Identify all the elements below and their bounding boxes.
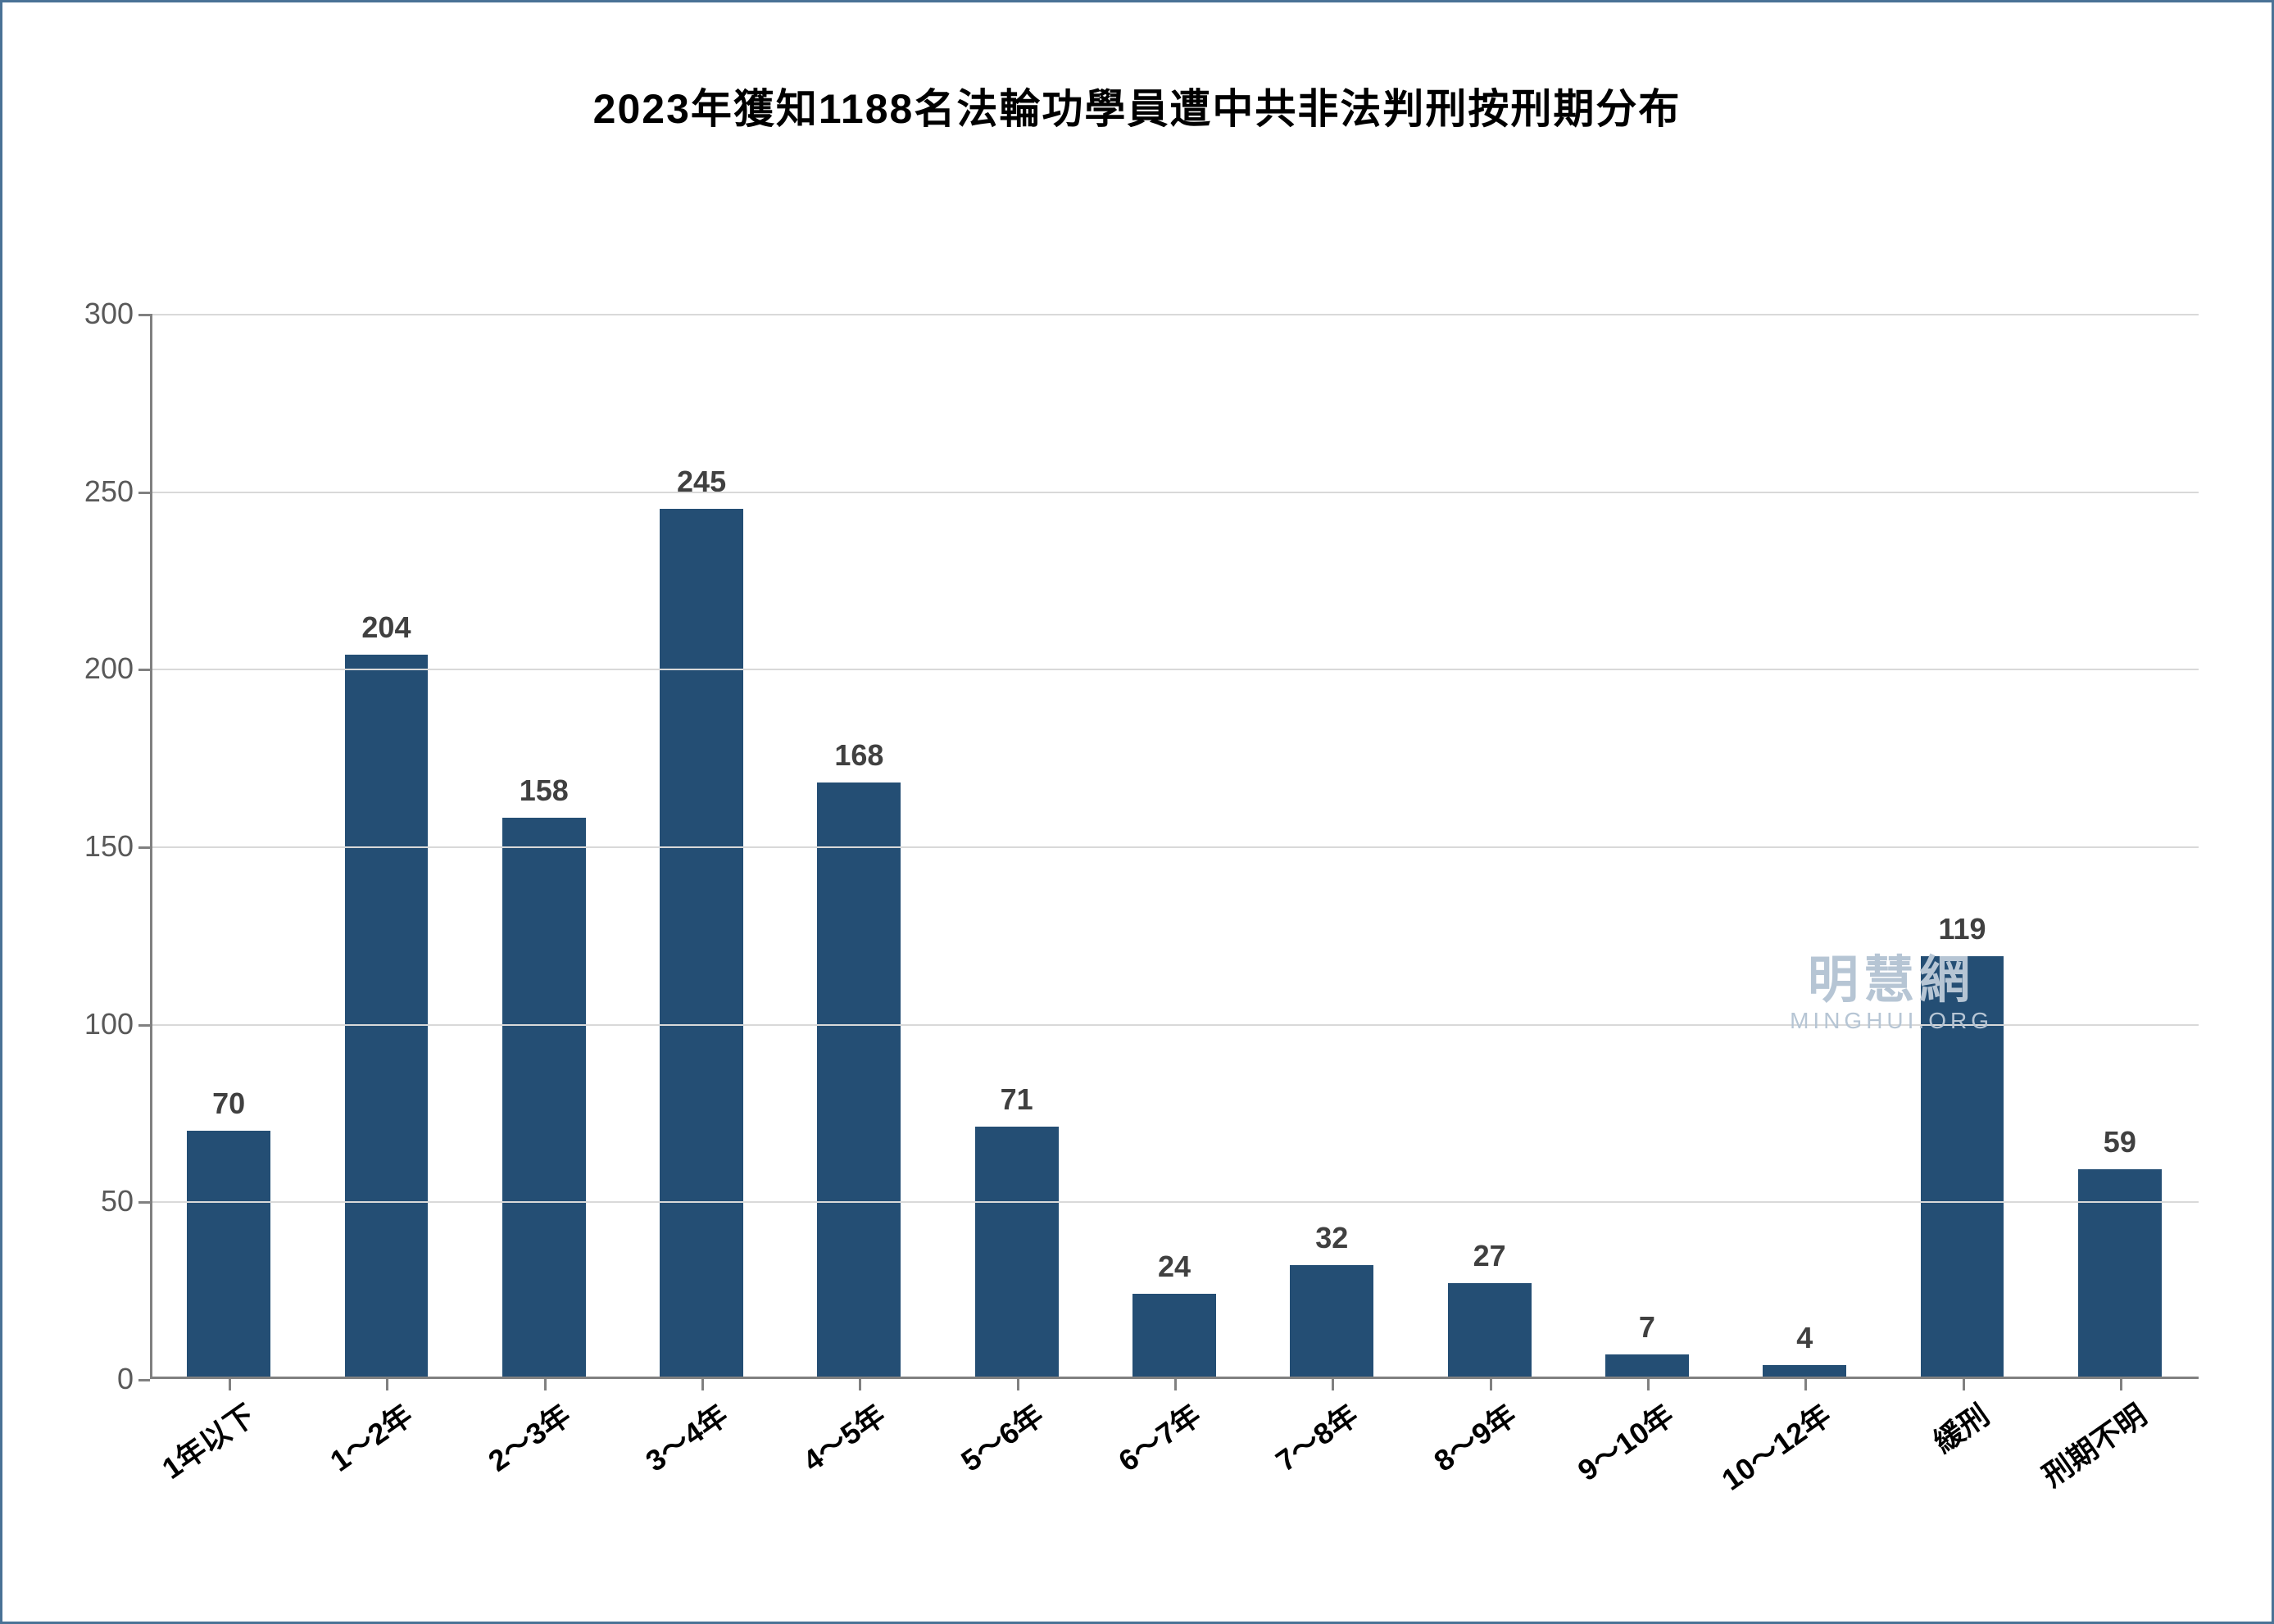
chart-frame: 2023年獲知1188名法輪功學員遭中共非法判刑按刑期分布 70 204 158 24…: [0, 0, 2274, 1624]
ytick-mark: [138, 492, 150, 494]
xtick-mark: [544, 1379, 547, 1390]
ytick-mark: [138, 1201, 150, 1204]
bar: 245: [660, 509, 743, 1379]
x-category-label: 5～6年: [951, 1392, 1051, 1480]
x-category-label: 7～8年: [1266, 1392, 1366, 1480]
watermark: 明慧網 MINGHUI.ORG: [1790, 953, 1993, 1034]
x-category-label: 1年以下: [152, 1392, 263, 1487]
xtick-mark: [701, 1379, 704, 1390]
bar-value-label: 119: [1938, 912, 1986, 956]
gridline: [150, 1201, 2199, 1203]
x-category-label: 4～5年: [793, 1392, 893, 1480]
xtick-mark: [2120, 1379, 2122, 1390]
bar-value-label: 32: [1315, 1221, 1348, 1265]
bar-value-label: 204: [361, 610, 411, 655]
watermark-cn: 明慧網: [1790, 953, 1993, 1009]
chart-title: 2023年獲知1188名法輪功學員遭中共非法判刑按刑期分布: [2, 76, 2272, 135]
bar: 27: [1448, 1283, 1532, 1379]
x-category-label: 1～2年: [320, 1392, 420, 1480]
x-category-label: 9～10年: [1568, 1392, 1681, 1489]
bar-value-label: 7: [1639, 1310, 1655, 1354]
x-category-label: 3～4年: [636, 1392, 736, 1480]
bar-value-label: 24: [1158, 1250, 1191, 1294]
xtick-mark: [386, 1379, 388, 1390]
bar-value-label: 158: [520, 773, 569, 818]
bar: 32: [1290, 1265, 1373, 1379]
gridline: [150, 492, 2199, 493]
xtick-mark: [1647, 1379, 1650, 1390]
xtick-mark: [1332, 1379, 1334, 1390]
xtick-mark: [1017, 1379, 1019, 1390]
bar: 204: [345, 655, 429, 1379]
gridline: [150, 669, 2199, 670]
gridline: [150, 314, 2199, 315]
ytick-mark: [138, 1379, 150, 1381]
bar: 168: [817, 783, 901, 1379]
x-category-label: 2～3年: [478, 1392, 578, 1480]
bar: 158: [502, 818, 586, 1379]
y-axis: [150, 314, 152, 1379]
bar-value-label: 71: [1001, 1082, 1033, 1127]
xtick-mark: [1490, 1379, 1492, 1390]
bar-value-label: 168: [834, 738, 883, 783]
xtick-mark: [1963, 1379, 1965, 1390]
x-category-label: 6～7年: [1109, 1392, 1209, 1480]
gridline: [150, 846, 2199, 848]
xtick-mark: [229, 1379, 231, 1390]
bar: 7: [1605, 1354, 1689, 1379]
bar-value-label: 70: [212, 1086, 245, 1131]
bar-value-label: 27: [1473, 1239, 1506, 1283]
x-category-label: 緩刑: [1923, 1392, 1996, 1461]
bar-value-label: 245: [677, 465, 726, 509]
xtick-mark: [859, 1379, 861, 1390]
bar: 71: [975, 1127, 1059, 1379]
bar-value-label: 4: [1796, 1321, 1813, 1365]
xtick-mark: [1804, 1379, 1807, 1390]
x-category-label: 10～12年: [1712, 1392, 1838, 1499]
x-category-label: 8～9年: [1423, 1392, 1523, 1480]
bar: 24: [1132, 1294, 1216, 1379]
plot-area: 70204158245168712432277411959 0501001502…: [150, 314, 2199, 1379]
ytick-mark: [138, 846, 150, 849]
bar: 70: [187, 1131, 270, 1379]
ytick-mark: [138, 1024, 150, 1027]
watermark-en: MINGHUI.ORG: [1790, 1009, 1993, 1034]
ytick-mark: [138, 669, 150, 671]
bar-value-label: 59: [2104, 1125, 2136, 1169]
xtick-mark: [1174, 1379, 1177, 1390]
x-category-label: 刑期不明: [2032, 1392, 2154, 1495]
ytick-mark: [138, 314, 150, 316]
